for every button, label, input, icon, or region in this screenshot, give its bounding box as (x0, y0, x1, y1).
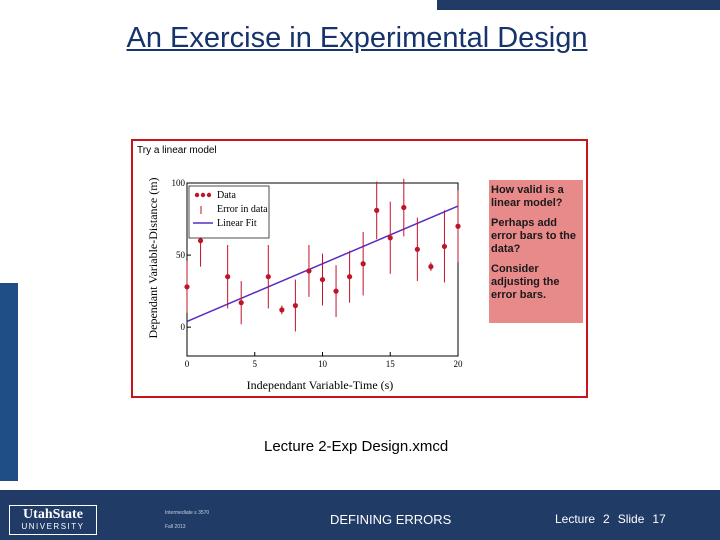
note-line-2: Perhaps add error bars to the data? (491, 217, 576, 255)
lecture-number: 2 (603, 512, 610, 526)
lecture-topic: DEFINING ERRORS (330, 512, 452, 527)
legend-data-marker (200, 192, 206, 198)
data-point (347, 274, 353, 280)
data-point (279, 307, 285, 313)
legend-entry: Data (217, 190, 236, 201)
tick-labels: 0 5 10 15 20 0 50 100 (172, 178, 464, 369)
data-point (428, 264, 434, 270)
slide-number: 17 (652, 512, 666, 526)
y-axis-label: Dependant Variable-Distance (m) (146, 177, 160, 338)
x-tick-label: 10 (318, 359, 328, 369)
data-point (197, 238, 204, 244)
legend-entry: Error in data (217, 204, 268, 215)
annotation-box: How valid is a linear model? Perhaps add… (489, 180, 583, 323)
data-point (387, 235, 393, 241)
top-accent-bar (437, 0, 720, 10)
data-point (238, 300, 244, 306)
scatter-plot: Data Error in data Linear Fit 0 5 10 15 20 0 50 1… (146, 177, 464, 392)
x-tick-label: 5 (253, 359, 258, 369)
university-logo: UtahState UNIVERSITY (9, 505, 97, 535)
x-tick-label: 20 (454, 359, 464, 369)
x-axis-label: Independant Variable-Time (s) (247, 378, 394, 392)
data-point (360, 261, 366, 267)
data-point (292, 302, 298, 309)
data-point (333, 288, 339, 294)
legend-data-marker (206, 192, 212, 198)
left-accent-bar (0, 283, 18, 481)
y-tick-label: 0 (181, 322, 186, 332)
x-tick-label: 0 (185, 359, 190, 369)
footer-bar (0, 490, 720, 540)
slide-info: Lecture 2 Slide 17 (555, 512, 674, 526)
note-line-3: Consider adjusting the error bars. (491, 263, 560, 301)
course-term: Fall 2013 (165, 524, 186, 530)
course-name: Intermediate s 3570 (165, 510, 210, 516)
legend-entry: Linear Fit (217, 218, 257, 229)
figure-title: Try a linear model (137, 145, 217, 156)
slide-title: An Exercise in Experimental Design (126, 22, 588, 54)
slide-label: Slide (617, 512, 645, 526)
legend-data-marker (194, 192, 200, 198)
y-tick-label: 50 (176, 250, 186, 260)
y-tick-label: 100 (172, 178, 186, 188)
lecture-label: Lecture (555, 512, 596, 526)
data-point (455, 223, 461, 229)
chart-legend: Data Error in data Linear Fit (188, 185, 270, 239)
chart-figure: Try a linear model Data Error in data Line… (131, 139, 588, 398)
data-point (319, 276, 326, 283)
data-point (374, 207, 380, 213)
data-point (414, 246, 420, 252)
x-tick-label: 15 (386, 359, 396, 369)
data-point (184, 284, 190, 290)
data-point (401, 204, 407, 211)
file-caption: Lecture 2-Exp Design.xmcd (264, 438, 449, 455)
data-point (225, 274, 231, 280)
note-line-1: How valid is a linear model? (491, 184, 564, 209)
data-point (441, 243, 448, 250)
data-point (265, 274, 271, 280)
data-point (306, 268, 312, 274)
